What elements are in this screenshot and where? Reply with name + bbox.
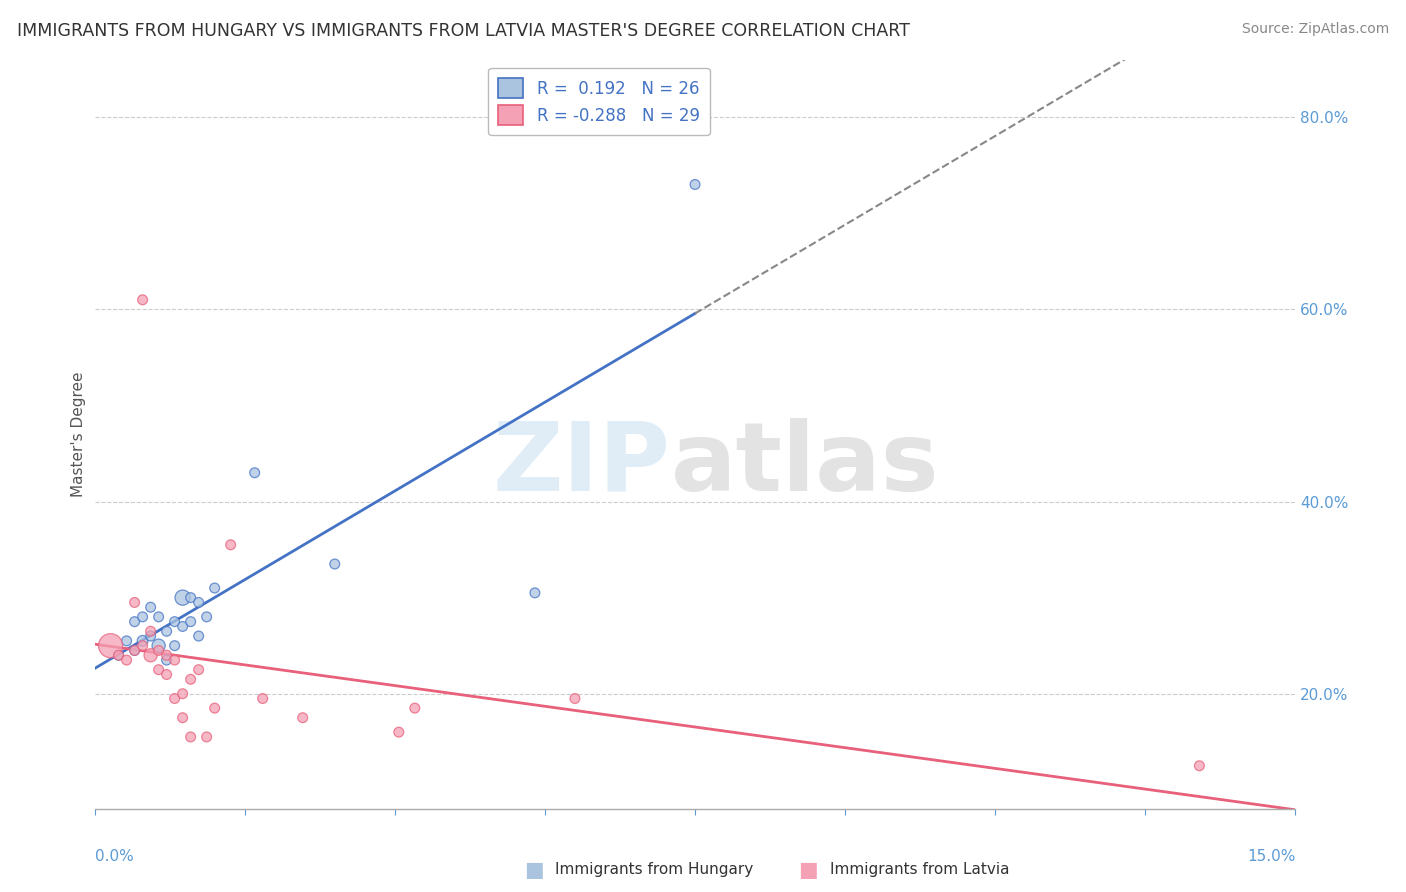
Point	[187, 595, 209, 609]
Point	[156, 653, 179, 667]
Text: Immigrants from Latvia: Immigrants from Latvia	[830, 863, 1010, 877]
Point	[131, 633, 153, 648]
Point	[124, 615, 146, 629]
Point	[163, 653, 186, 667]
Point	[131, 610, 153, 624]
Text: IMMIGRANTS FROM HUNGARY VS IMMIGRANTS FROM LATVIA MASTER'S DEGREE CORRELATION CH: IMMIGRANTS FROM HUNGARY VS IMMIGRANTS FR…	[17, 22, 910, 40]
Point	[148, 643, 170, 657]
Text: Immigrants from Hungary: Immigrants from Hungary	[555, 863, 754, 877]
Point	[523, 586, 546, 600]
Point	[172, 687, 194, 701]
Point	[252, 691, 274, 706]
Point	[124, 643, 146, 657]
Point	[163, 639, 186, 653]
Point	[323, 557, 346, 571]
Point	[219, 538, 242, 552]
Point	[172, 591, 194, 605]
Text: atlas: atlas	[671, 417, 939, 511]
Point	[180, 673, 202, 687]
Point	[404, 701, 426, 715]
Text: ■: ■	[799, 860, 818, 880]
Point	[291, 711, 314, 725]
Y-axis label: Master's Degree: Master's Degree	[72, 372, 86, 497]
Point	[564, 691, 586, 706]
Point	[388, 725, 411, 739]
Point	[683, 178, 706, 192]
Point	[156, 648, 179, 663]
Text: ■: ■	[524, 860, 544, 880]
Point	[156, 624, 179, 639]
Point	[131, 293, 153, 307]
Point	[204, 701, 226, 715]
Legend: R =  0.192   N = 26, R = -0.288   N = 29: R = 0.192 N = 26, R = -0.288 N = 29	[488, 68, 710, 136]
Point	[139, 629, 162, 643]
Point	[148, 663, 170, 677]
Point	[187, 629, 209, 643]
Point	[131, 639, 153, 653]
Text: Source: ZipAtlas.com: Source: ZipAtlas.com	[1241, 22, 1389, 37]
Point	[156, 667, 179, 681]
Point	[139, 600, 162, 615]
Point	[107, 648, 129, 663]
Point	[115, 633, 138, 648]
Point	[139, 648, 162, 663]
Point	[139, 624, 162, 639]
Point	[195, 610, 218, 624]
Point	[100, 639, 122, 653]
Point	[180, 730, 202, 744]
Point	[115, 653, 138, 667]
Point	[204, 581, 226, 595]
Point	[243, 466, 266, 480]
Point	[124, 595, 146, 609]
Point	[163, 615, 186, 629]
Point	[148, 639, 170, 653]
Point	[195, 730, 218, 744]
Point	[180, 615, 202, 629]
Text: 15.0%: 15.0%	[1247, 849, 1295, 863]
Point	[180, 591, 202, 605]
Text: ZIP: ZIP	[494, 417, 671, 511]
Point	[172, 619, 194, 633]
Point	[1188, 758, 1211, 772]
Text: 0.0%: 0.0%	[94, 849, 134, 863]
Point	[187, 663, 209, 677]
Point	[124, 643, 146, 657]
Point	[163, 691, 186, 706]
Point	[148, 610, 170, 624]
Point	[107, 648, 129, 663]
Point	[172, 711, 194, 725]
